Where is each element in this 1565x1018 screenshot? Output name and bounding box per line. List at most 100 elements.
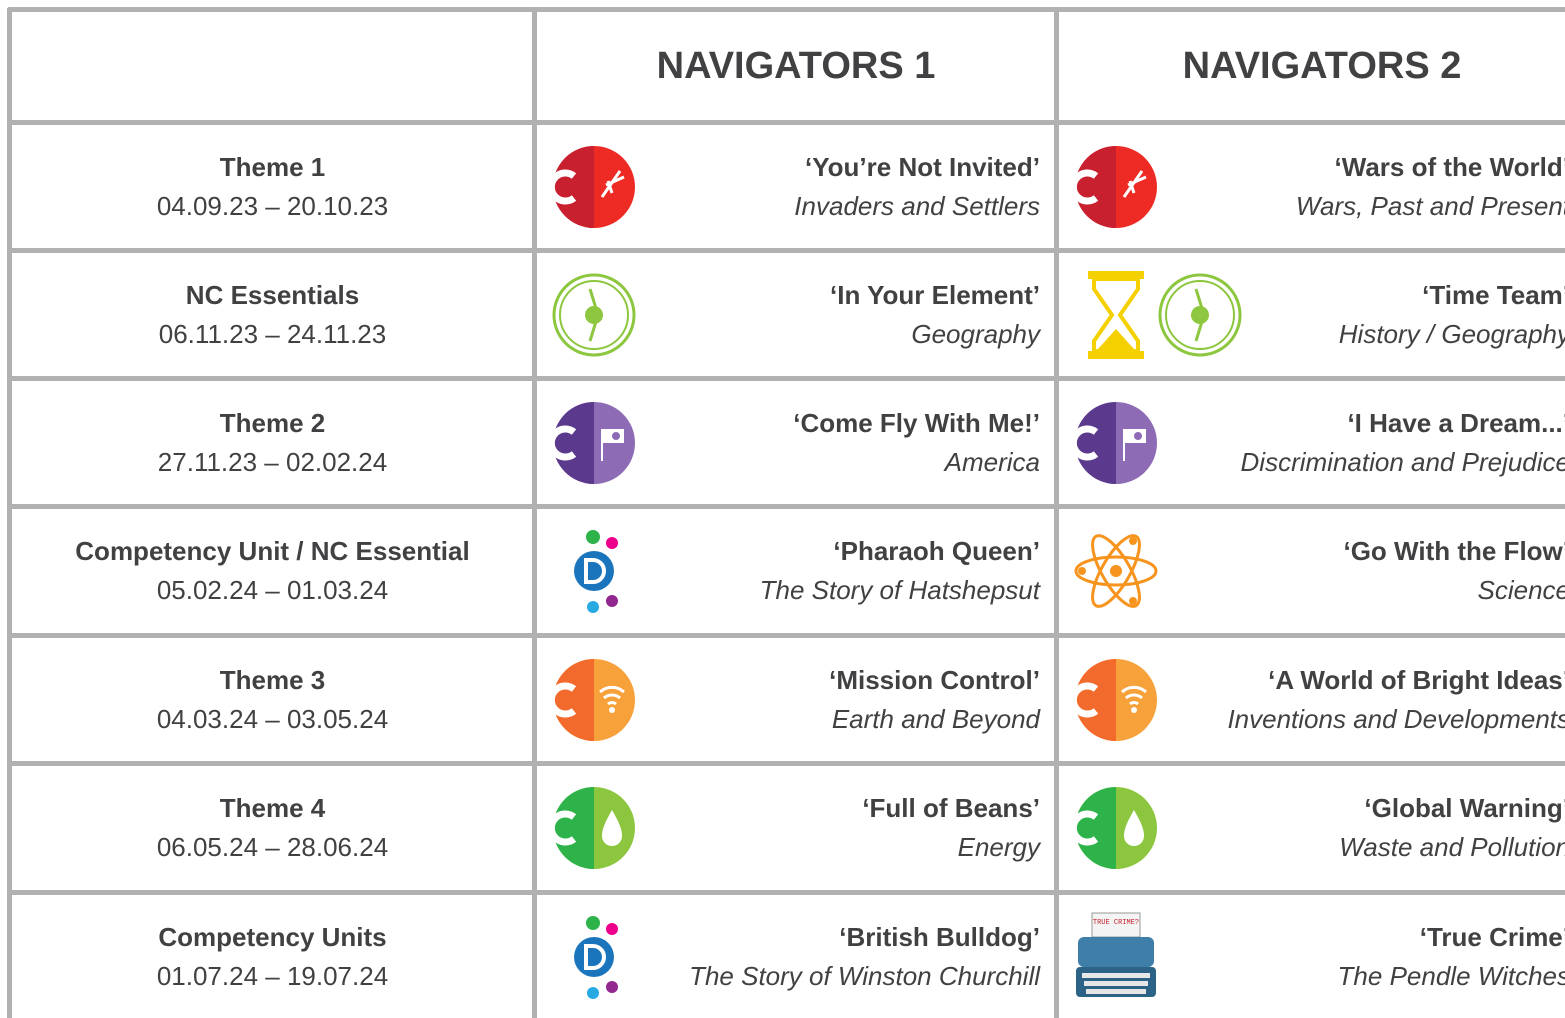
icon-shape [1075,146,1116,228]
unit-subject: The Story of Hatshepsut [759,575,1040,605]
unit-icon [574,530,618,613]
unit-cell: ‘Global Warning’ Waste and Pollution [1057,764,1565,892]
icon-shape [1129,537,1137,545]
column-header: NAVIGATORS 1 [656,45,936,87]
unit-title: ‘British Bulldog’ [839,922,1040,952]
unit-cell: ‘British Bulldog’ The Story of Winston Ch… [535,893,1040,1018]
icon-shape [1088,351,1144,359]
unit-cell: ‘Full of Beans’ Energy [535,764,1040,892]
row-rule [8,633,1565,638]
icon-shape [584,944,606,970]
period-dates: 27.11.23 – 02.02.24 [157,447,388,477]
icon-shape [1110,565,1122,577]
icon-shape [1075,402,1116,484]
unit-title: ‘Global Warning’ [1364,793,1565,823]
icon-shape [1158,273,1242,357]
icon-shape [1075,787,1116,869]
unit-icon [574,916,618,999]
period-name: NC Essentials [185,280,360,310]
column-rule [1054,8,1059,1018]
period-dates: 01.07.24 – 19.07.24 [156,961,389,991]
unit-title: ‘A World of Bright Ideas’ [1268,665,1565,695]
icon-shape [1075,659,1116,741]
unit-title: ‘Time Team’ [1422,280,1565,310]
period-cell: Competency Unit / NC Essential 05.02.24 –… [10,507,535,635]
unit-title: ‘Full of Beans’ [862,793,1040,823]
unit-cell: ‘True Crime’ The Pendle Witches [1057,893,1565,1018]
unit-title: ‘Come Fly With Me!’ [793,408,1040,438]
icon-shape [606,981,618,993]
period-dates: 04.03.24 – 03.05.24 [156,704,389,734]
icon-shape [559,280,629,350]
period-dates: 06.05.24 – 28.06.24 [156,832,389,862]
unit-icon [552,273,636,357]
period-cell: Theme 4 06.05.24 – 28.06.24 [10,764,535,892]
unit-cell: ‘Come Fly With Me!’ America [535,379,1040,507]
icon-shape [1129,597,1137,605]
unit-icon: TRUE CRIME? [1076,912,1156,997]
icon-shape [587,987,599,999]
unit-icon [547,787,635,869]
unit-icon [1069,402,1157,484]
row-rule [8,504,1565,509]
icon-shape [1074,555,1158,587]
unit-cell: ‘Go With the Flow’ Science [1057,507,1565,635]
row-rule [8,248,1565,253]
icon-shape [599,685,625,706]
unit-cell: ‘In Your Element’ Geography [535,251,1040,379]
unit-icon [1069,146,1157,228]
icon-shape [553,659,594,741]
period-name: Theme 3 [219,665,326,695]
unit-icon [1074,534,1158,608]
unit-title: ‘In Your Element’ [830,280,1040,310]
period-dates: 04.09.23 – 20.10.23 [156,191,389,221]
icon-shape [547,169,577,205]
unit-title: ‘True Crime’ [1419,922,1565,952]
period-cell: NC Essentials 06.11.23 – 24.11.23 [10,251,535,379]
row-rule [8,120,1565,125]
icon-shape [606,923,618,935]
icon-shape [585,306,603,324]
icon-shape [1092,277,1140,353]
unit-subject: Geography [911,319,1040,349]
icon-shape [553,402,594,484]
icon-shape [547,682,577,718]
unit-icon [547,659,635,741]
icon-shape [1078,937,1154,967]
icon-shape [1134,432,1142,440]
icon-shape [586,916,600,930]
unit-icon [1069,787,1157,869]
unit-icon [547,146,635,228]
icon-shape [584,558,606,584]
unit-icon [1088,271,1144,359]
column-rule [7,8,12,1018]
icon-shape [1091,534,1141,608]
icon-shape [1082,973,1150,994]
row-rule [8,7,1565,12]
icon-shape [1131,707,1137,713]
icon-shape [586,530,600,544]
unit-subject: Waste and Pollution [1339,832,1565,862]
icon-shape [1086,989,1146,994]
icon-shape [574,937,614,977]
icon-shape [1098,329,1134,349]
icon-shape [1124,810,1144,846]
icon-shape [574,551,614,591]
period-name: Theme 2 [219,408,326,438]
icon-shape [602,810,622,846]
period-cell: Theme 1 04.09.23 – 20.10.23 [10,123,535,251]
icon-shape [1121,685,1147,706]
icon-shape [612,432,620,440]
unit-subject: Inventions and Developments [1227,704,1565,734]
unit-subject: America [944,447,1040,477]
icon-shape [552,273,636,357]
period-name: Competency Units [158,922,387,952]
unit-title: ‘I Have a Dream...’ [1347,408,1565,438]
unit-cell: ‘Mission Control’ Earth and Beyond [535,636,1040,764]
icon-shape [1082,973,1150,978]
unit-cell: ‘Pharaoh Queen’ The Story of Hatshepsut [535,507,1040,635]
unit-subject: Discrimination and Prejudice [1240,447,1565,477]
unit-cell: ‘I Have a Dream...’ Discrimination and Pr… [1057,379,1565,507]
unit-subject: Energy [957,832,1040,862]
